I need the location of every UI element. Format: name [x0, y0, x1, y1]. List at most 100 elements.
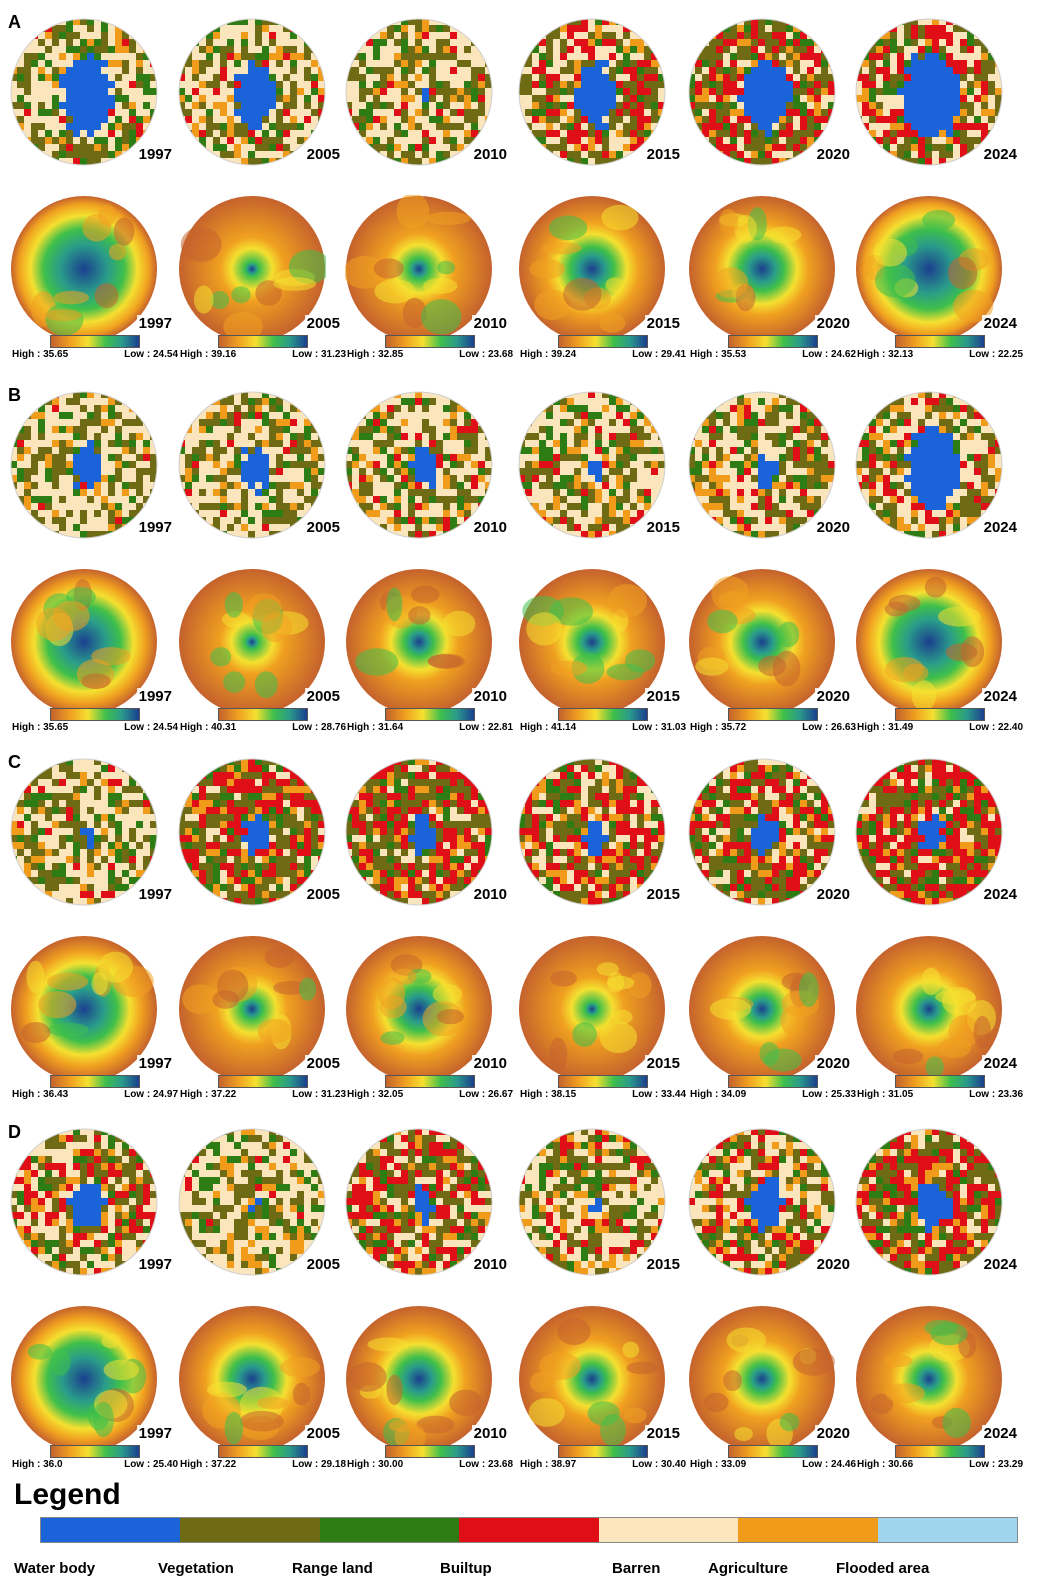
lst-circle	[11, 936, 157, 1082]
map-year-label: 2024	[981, 1425, 1019, 1442]
map-year-label: 1997	[136, 886, 174, 903]
lst-circle	[179, 936, 325, 1082]
lst-high-value: High : 32.85	[347, 349, 404, 360]
lst-colorbar	[895, 1075, 985, 1088]
lst-colorbar	[558, 1075, 648, 1088]
map-year-label: 2005	[304, 688, 342, 705]
landcover-circle	[688, 18, 836, 166]
legend-swatch	[459, 1518, 599, 1542]
lst-colorbar	[728, 335, 818, 348]
map-year-label: 2005	[304, 519, 342, 536]
lst-colorbar	[558, 708, 648, 721]
lst-low-value: Low : 24.54	[124, 722, 178, 733]
lst-colorbar	[385, 335, 475, 348]
lst-low-value: Low : 22.40	[969, 722, 1023, 733]
map-year-label: 2020	[814, 688, 852, 705]
lst-colorbar	[218, 1075, 308, 1088]
lst-circle	[346, 1306, 492, 1452]
lst-high-value: High : 35.72	[690, 722, 747, 733]
lst-colorbar	[218, 1445, 308, 1458]
lst-high-value: High : 31.64	[347, 722, 404, 733]
lst-circle	[856, 196, 1002, 342]
landcover-circle	[10, 758, 158, 906]
lst-circle	[179, 1306, 325, 1452]
map-year-label: 1997	[136, 1256, 174, 1273]
map-year-label: 2020	[814, 886, 852, 903]
legend-label: Agriculture	[708, 1560, 789, 1577]
lst-colorbar	[558, 335, 648, 348]
landcover-circle	[855, 18, 1003, 166]
map-year-label: 2020	[814, 1055, 852, 1072]
lst-high-value: High : 36.0	[12, 1459, 63, 1470]
map-year-label: 2024	[981, 519, 1019, 536]
lst-low-value: Low : 23.68	[459, 349, 513, 360]
map-year-label: 2010	[471, 1256, 509, 1273]
landcover-circle	[345, 1128, 493, 1276]
map-year-label: 2024	[981, 315, 1019, 332]
landcover-circle	[178, 1128, 326, 1276]
lst-colorbar	[385, 1445, 475, 1458]
panel-label: B	[8, 385, 21, 405]
landcover-circle	[10, 391, 158, 539]
lst-high-value: High : 37.22	[180, 1459, 237, 1470]
map-year-label: 2010	[471, 146, 509, 163]
lst-low-value: Low : 23.36	[969, 1089, 1023, 1100]
lst-colorbar	[728, 708, 818, 721]
map-year-label: 2010	[471, 519, 509, 536]
lst-circle	[856, 936, 1002, 1082]
map-year-label: 2020	[814, 315, 852, 332]
lst-low-value: Low : 26.63	[802, 722, 856, 733]
landcover-circle	[518, 18, 666, 166]
lst-colorbar	[895, 708, 985, 721]
landcover-circle	[518, 391, 666, 539]
lst-low-value: Low : 29.18	[292, 1459, 346, 1470]
landcover-circle	[345, 391, 493, 539]
lst-high-value: High : 35.53	[690, 349, 747, 360]
lst-high-value: High : 33.09	[690, 1459, 747, 1470]
lst-low-value: Low : 24.62	[802, 349, 856, 360]
map-year-label: 2010	[471, 1425, 509, 1442]
lst-colorbar	[895, 1445, 985, 1458]
panel-label: D	[8, 1122, 21, 1142]
map-year-label: 2020	[814, 146, 852, 163]
panel-label: A	[8, 12, 21, 32]
lst-circle	[346, 569, 492, 715]
legend-label: Range land	[292, 1560, 373, 1577]
map-year-label: 2024	[981, 688, 1019, 705]
lst-circle	[11, 196, 157, 342]
map-year-label: 2015	[644, 886, 682, 903]
lst-low-value: Low : 24.46	[802, 1459, 856, 1470]
map-year-label: 2010	[471, 688, 509, 705]
legend-swatch	[41, 1518, 181, 1542]
lst-high-value: High : 36.43	[12, 1089, 69, 1100]
landcover-circle	[178, 758, 326, 906]
map-year-label: 2015	[644, 146, 682, 163]
lst-circle	[11, 1306, 157, 1452]
map-year-label: 1997	[136, 146, 174, 163]
lst-high-value: High : 32.05	[347, 1089, 404, 1100]
map-year-label: 2005	[304, 146, 342, 163]
landcover-circle	[688, 391, 836, 539]
landcover-circle	[345, 758, 493, 906]
lst-circle	[856, 1306, 1002, 1452]
landcover-circle	[518, 1128, 666, 1276]
lst-low-value: Low : 24.54	[124, 349, 178, 360]
lst-low-value: Low : 23.68	[459, 1459, 513, 1470]
lst-circle	[519, 936, 665, 1082]
landcover-circle	[855, 1128, 1003, 1276]
lst-high-value: High : 35.65	[12, 349, 69, 360]
lst-circle	[519, 569, 665, 715]
legend-swatch	[738, 1518, 878, 1542]
lst-circle	[689, 1306, 835, 1452]
map-year-label: 2015	[644, 1055, 682, 1072]
landcover-circle	[855, 391, 1003, 539]
legend-swatch	[877, 1518, 1017, 1542]
map-year-label: 1997	[136, 688, 174, 705]
lst-colorbar	[50, 1445, 140, 1458]
map-year-label: 2015	[644, 519, 682, 536]
lst-low-value: Low : 23.29	[969, 1459, 1023, 1470]
lst-low-value: Low : 31.23	[292, 349, 346, 360]
map-year-label: 2015	[644, 1256, 682, 1273]
lst-high-value: High : 32.13	[857, 349, 914, 360]
